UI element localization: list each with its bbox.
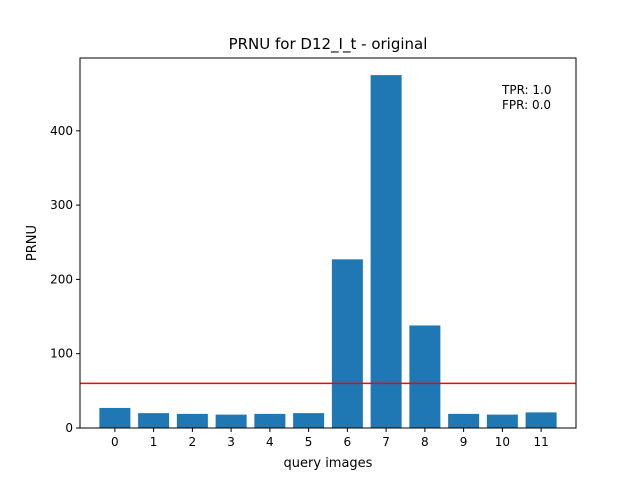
bar-7	[370, 75, 402, 429]
x-tick-label: 7	[382, 435, 390, 449]
fpr-annotation: FPR: 0.0	[502, 98, 551, 112]
x-tick-label: 4	[266, 435, 274, 449]
bar-4	[254, 413, 286, 428]
bar-10	[486, 414, 518, 428]
bar-0	[99, 407, 131, 428]
bar-6	[331, 259, 363, 428]
bar-8	[409, 325, 441, 428]
chart-title: PRNU for D12_I_t - original	[229, 35, 428, 54]
y-axis-label: PRNU	[25, 225, 40, 261]
plot-frame	[79, 57, 577, 429]
x-tick-label: 11	[533, 435, 548, 449]
x-tick-label: 8	[421, 435, 429, 449]
x-tick-label: 6	[344, 435, 352, 449]
bar-1	[138, 413, 170, 428]
bar-9	[448, 413, 480, 428]
x-tick-label: 10	[495, 435, 510, 449]
x-tick-label: 3	[227, 435, 235, 449]
x-tick-label: 0	[111, 435, 119, 449]
y-tick-label: 400	[50, 124, 73, 138]
x-tick-label: 5	[305, 435, 313, 449]
bar-2	[176, 413, 208, 428]
y-tick-label: 300	[50, 198, 73, 212]
x-axis-label: query images	[284, 456, 373, 471]
y-tick-label: 0	[65, 421, 73, 435]
y-tick-label: 100	[50, 347, 73, 361]
y-tick-label: 200	[50, 272, 73, 286]
bar-5	[293, 413, 325, 428]
x-tick-label: 1	[150, 435, 158, 449]
bar-11	[525, 412, 557, 428]
x-tick-label: 2	[189, 435, 197, 449]
tpr-annotation: TPR: 1.0	[501, 83, 551, 97]
bar-3	[215, 414, 247, 428]
x-tick-label: 9	[460, 435, 468, 449]
